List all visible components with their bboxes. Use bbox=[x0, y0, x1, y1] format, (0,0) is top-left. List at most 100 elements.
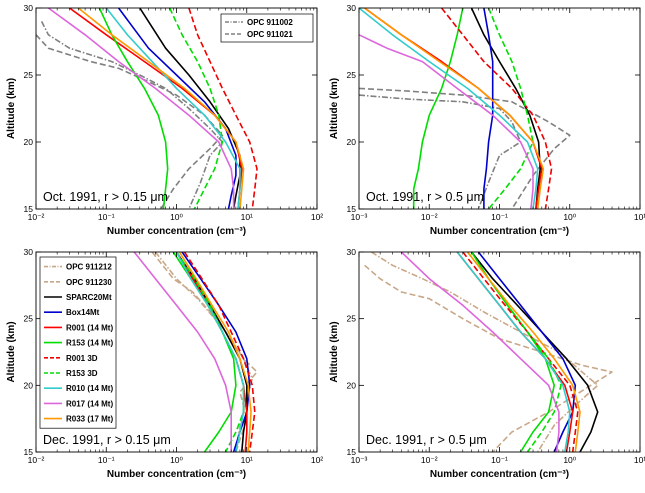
series-line-9 bbox=[359, 34, 534, 209]
plot-area bbox=[359, 252, 640, 452]
y-axis-label: Altitude (km) bbox=[329, 78, 340, 139]
panel-annotation: Dec. 1991, r > 0.15 μm bbox=[43, 433, 171, 447]
series-line-9 bbox=[133, 252, 232, 452]
series-group bbox=[359, 8, 571, 209]
y-tick-label: 30 bbox=[24, 247, 34, 257]
x-tick-label: 10⁻³ bbox=[351, 212, 368, 222]
x-tick-label: 10² bbox=[311, 212, 323, 222]
legend-entry: OPC 911002 bbox=[247, 18, 293, 27]
x-tick-label: 10⁻³ bbox=[351, 455, 368, 465]
legend: OPC 911212 OPC 911230 SPARC20Mt Box14Mt R001… bbox=[39, 256, 117, 429]
x-tick-label: 10¹ bbox=[241, 455, 253, 465]
series-line-10 bbox=[364, 8, 545, 209]
x-tick-label: 10⁻¹ bbox=[491, 455, 508, 465]
series-line-1 bbox=[36, 34, 224, 209]
x-tick-label: 10¹ bbox=[634, 455, 645, 465]
series-line-5 bbox=[98, 8, 169, 209]
series-group bbox=[364, 252, 613, 452]
x-tick-label: 10⁻² bbox=[28, 455, 45, 465]
legend-entry: Box14Mt bbox=[66, 308, 100, 317]
x-tick-label: 10⁻¹ bbox=[98, 455, 115, 465]
series-line-3 bbox=[477, 252, 577, 452]
y-tick-label: 20 bbox=[24, 137, 34, 147]
legend-entry: OPC 911212 bbox=[66, 263, 112, 272]
y-axis-label: Altitude (km) bbox=[6, 78, 17, 139]
x-tick-label: 10⁰ bbox=[170, 455, 183, 465]
x-tick-label: 10⁰ bbox=[170, 212, 183, 222]
x-axis-label: Number concentration (cm⁻³) bbox=[107, 226, 246, 237]
legend: OPC 911002 OPC 911021 bbox=[220, 13, 314, 43]
series-line-6 bbox=[183, 252, 256, 452]
y-tick-label: 30 bbox=[24, 3, 34, 13]
series-line-8 bbox=[175, 252, 245, 452]
panel-annotation: Dec. 1991, r > 0.5 μm bbox=[366, 433, 487, 447]
axes-frame bbox=[35, 7, 318, 210]
legend-entry: R153 (14 Mt) bbox=[66, 339, 113, 348]
panel-bottom-left: 10⁻² 10⁻¹ 10⁰ 10¹ 10² 15 20 25 30 Number concentr… bbox=[6, 247, 323, 480]
series-group bbox=[133, 252, 258, 452]
x-tick-label: 10⁻² bbox=[28, 212, 45, 222]
y-tick-label: 30 bbox=[347, 3, 357, 13]
x-axis-label: Number concentration (cm⁻³) bbox=[107, 469, 246, 480]
y-tick-label: 25 bbox=[24, 70, 34, 80]
series-line-8 bbox=[456, 252, 571, 452]
y-tick-label: 15 bbox=[24, 204, 34, 214]
y-axis-label: Altitude (km) bbox=[6, 321, 17, 382]
series-group bbox=[36, 8, 258, 209]
panel-bottom-right: 10⁻³ 10⁻² 10⁻¹ 10⁰ 10¹ 15 20 25 30 Number concent… bbox=[329, 247, 645, 480]
y-tick-label: 30 bbox=[347, 247, 357, 257]
x-tick-label: 10⁻¹ bbox=[98, 212, 115, 222]
panel-annotation: Oct. 1991, r > 0.15 μm bbox=[43, 190, 168, 204]
x-tick-label: 10¹ bbox=[241, 212, 253, 222]
y-tick-label: 25 bbox=[347, 314, 357, 324]
legend-entry: R033 (17 Mt) bbox=[66, 415, 113, 424]
series-line-6 bbox=[462, 252, 579, 452]
legend-entry: R017 (14 Mt) bbox=[66, 399, 113, 408]
legend-entry: SPARC20Mt bbox=[66, 293, 112, 302]
x-tick-label: 10⁻² bbox=[421, 212, 438, 222]
axes-frame bbox=[358, 251, 641, 453]
y-tick-label: 20 bbox=[347, 380, 357, 390]
y-tick-label: 15 bbox=[24, 447, 34, 457]
panel-top-left: 10⁻² 10⁻¹ 10⁰ 10¹ 10² 15 20 25 30 Number concentr… bbox=[6, 3, 323, 237]
series-line-2 bbox=[470, 252, 599, 452]
series-line-6 bbox=[188, 8, 258, 209]
legend-entry: OPC 911230 bbox=[66, 278, 112, 287]
series-line-10 bbox=[77, 8, 245, 209]
series-line-10 bbox=[178, 252, 252, 452]
legend-entry: R010 (14 Mt) bbox=[66, 384, 113, 393]
x-axis-label: Number concentration (cm⁻³) bbox=[430, 469, 569, 480]
series-line-7 bbox=[487, 8, 534, 209]
y-tick-label: 15 bbox=[347, 447, 357, 457]
panel-top-right: 10⁻³ 10⁻² 10⁻¹ 10⁰ 10¹ 15 20 25 30 Number concent… bbox=[329, 3, 645, 237]
series-line-0 bbox=[40, 21, 224, 209]
legend-entry: R001 (14 Mt) bbox=[66, 323, 113, 332]
legend-entry: OPC 911021 bbox=[247, 30, 293, 39]
y-axis-label: Altitude (km) bbox=[329, 321, 340, 382]
y-tick-label: 20 bbox=[347, 137, 357, 147]
x-tick-label: 10⁰ bbox=[563, 212, 576, 222]
panel-annotation: Oct. 1991, r > 0.5 μm bbox=[366, 190, 484, 204]
y-tick-label: 20 bbox=[24, 380, 34, 390]
y-tick-label: 25 bbox=[347, 70, 357, 80]
series-line-10 bbox=[466, 252, 581, 452]
series-line-2 bbox=[470, 8, 542, 209]
series-line-9 bbox=[47, 8, 235, 209]
y-tick-label: 15 bbox=[347, 204, 357, 214]
x-tick-label: 10⁻² bbox=[421, 455, 438, 465]
legend-box bbox=[220, 13, 314, 43]
x-tick-label: 10⁰ bbox=[563, 455, 576, 465]
series-line-6 bbox=[440, 8, 553, 209]
axes-frame bbox=[358, 7, 641, 210]
series-line-8 bbox=[105, 8, 241, 209]
series-line-8 bbox=[359, 8, 539, 209]
series-line-2 bbox=[139, 8, 241, 209]
x-tick-label: 10¹ bbox=[634, 212, 645, 222]
y-tick-label: 25 bbox=[24, 314, 34, 324]
x-axis-label: Number concentration (cm⁻³) bbox=[430, 226, 569, 237]
series-line-9 bbox=[400, 252, 560, 452]
x-tick-label: 10⁻¹ bbox=[491, 212, 508, 222]
series-line-5 bbox=[412, 8, 464, 209]
legend-entry: R001 3D bbox=[66, 354, 98, 363]
